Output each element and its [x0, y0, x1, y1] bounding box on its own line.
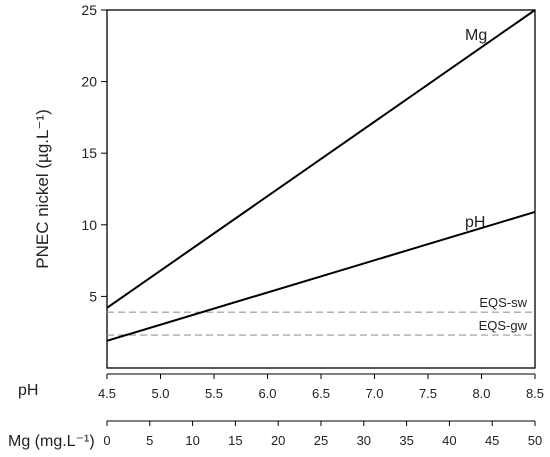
y-tick-label: 25	[81, 2, 97, 18]
x-tick-label: 5.5	[205, 386, 223, 401]
x-tick-label: 50	[528, 433, 542, 448]
x-tick-label: 8.0	[472, 386, 490, 401]
x-tick-label: 35	[399, 433, 413, 448]
x-tick-label: 20	[271, 433, 285, 448]
x-tick-label: 6.0	[258, 386, 276, 401]
x-tick-label: 10	[185, 433, 199, 448]
series-line	[106, 9, 536, 309]
plot-area-frame	[106, 9, 536, 369]
x-tick-label: 30	[357, 433, 371, 448]
x-tick-label: 40	[442, 433, 456, 448]
series-line	[106, 210, 536, 342]
x-tick-label: 25	[314, 433, 328, 448]
series-label: pH	[465, 214, 485, 231]
x-tick-label: 5	[146, 433, 153, 448]
y-tick-label: 5	[89, 288, 97, 304]
series-label: Mg	[465, 27, 487, 44]
reference-lines: EQS-sw EQS-gw	[107, 295, 535, 336]
x-tick-label: 6.5	[312, 386, 330, 401]
y-tick-label: 10	[81, 217, 97, 233]
x-tick-label: 7.0	[365, 386, 383, 401]
x-axis-title: pH	[18, 382, 38, 399]
x-tick-label: 8.5	[526, 386, 544, 401]
x-axis-title: Mg (mg.L⁻¹)	[8, 433, 95, 450]
x-tick-label: 5.0	[151, 386, 169, 401]
y-axis-title: PNEC nickel (µg.L⁻¹)	[33, 109, 52, 269]
reference-line-label: EQS-sw	[479, 295, 527, 310]
reference-line-label: EQS-gw	[479, 318, 528, 333]
y-tick-label: 20	[81, 74, 97, 90]
series-lines: Mg pH	[106, 9, 536, 342]
y-axis: 5 10 15 20 25	[81, 2, 107, 304]
x-axes: pH 4.5 5.0 5.5 6.0 6.5 7.0 7.5 8.0 8.5 Mg (mg.L⁻¹)…	[8, 373, 544, 450]
x-tick-label: 15	[228, 433, 242, 448]
y-tick-label: 15	[81, 145, 97, 161]
x-tick-label: 4.5	[98, 386, 116, 401]
x-tick-label: 45	[485, 433, 499, 448]
x-tick-label: 7.5	[419, 386, 437, 401]
x-tick-label: 0	[103, 433, 110, 448]
